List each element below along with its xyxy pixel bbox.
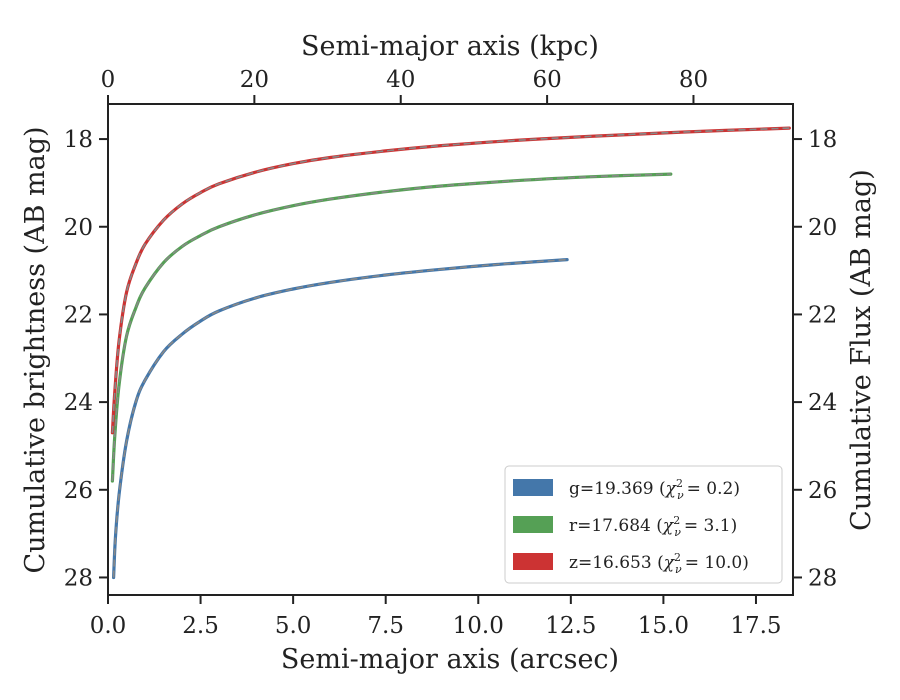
- series-line-2: [110, 126, 791, 435]
- y-tick-label: 18: [64, 127, 93, 153]
- right-y-tick-label: 24: [808, 390, 837, 416]
- x-tick-label: 10.0: [453, 613, 504, 639]
- x-tick-label: 0.0: [90, 613, 127, 639]
- legend: g=19.369 (χ2 ν = 0.2) r=17.684 (χ2 ν = 3.1) z=…: [504, 465, 783, 584]
- plot-frame: [107, 103, 794, 596]
- y-tick-label: 24: [64, 390, 93, 416]
- y-axis-label: Cumulative brightness (AB mag): [20, 126, 51, 573]
- y-tick-label: 22: [64, 302, 93, 328]
- series-fit-line-0: [112, 258, 568, 578]
- x-tick-label: 2.5: [182, 613, 219, 639]
- top-x-tick-label: 20: [240, 67, 269, 93]
- x-tick-label: 5.0: [275, 613, 312, 639]
- legend-box: [504, 465, 783, 584]
- right-y-tick-label: 26: [808, 478, 837, 504]
- legend-swatch-2: [513, 553, 553, 570]
- right-y-tick-label: 22: [808, 302, 837, 328]
- ticks-layer: 0.0 2.5 5.0 7.5 10.0 12.5 15.0 17.5 0 20 40 60 80 18 1…: [64, 67, 838, 639]
- top-x-tick-label: 0: [101, 67, 116, 93]
- x-tick-label: 15.0: [638, 613, 689, 639]
- x-tick-label: 17.5: [730, 613, 781, 639]
- legend-entry-1: r=17.684 (χ2 ν = 3.1): [569, 514, 737, 539]
- legend-entry-0: g=19.369 (χ2 ν = 0.2): [569, 477, 740, 502]
- top-x-tick-label: 80: [679, 67, 708, 93]
- top-x-axis-label: Semi-major axis (kpc): [301, 31, 599, 62]
- series-fit-line-1: [111, 173, 671, 482]
- right-y-tick-label: 28: [808, 565, 837, 591]
- legend-swatch-0: [513, 479, 553, 496]
- y-tick-label: 20: [64, 215, 93, 241]
- x-tick-label: 12.5: [545, 613, 596, 639]
- top-x-tick-label: 60: [532, 67, 561, 93]
- right-y-axis-label: Cumulative Flux (AB mag): [846, 169, 877, 531]
- x-tick-label: 7.5: [367, 613, 404, 639]
- legend-swatch-1: [513, 516, 553, 533]
- y-tick-label: 26: [64, 478, 93, 504]
- top-x-tick-label: 40: [386, 67, 415, 93]
- legend-entry-2: z=16.653 (χ2 ν = 10.0): [569, 551, 749, 576]
- y-tick-label: 28: [64, 565, 93, 591]
- x-axis-label: Semi-major axis (arcsec): [281, 644, 619, 675]
- series-fit-line-2: [111, 127, 790, 433]
- series-line-1: [110, 172, 673, 483]
- curves-layer: [110, 126, 791, 580]
- right-y-tick-label: 18: [808, 127, 837, 153]
- series-line-0: [112, 258, 569, 580]
- right-y-tick-label: 20: [808, 215, 837, 241]
